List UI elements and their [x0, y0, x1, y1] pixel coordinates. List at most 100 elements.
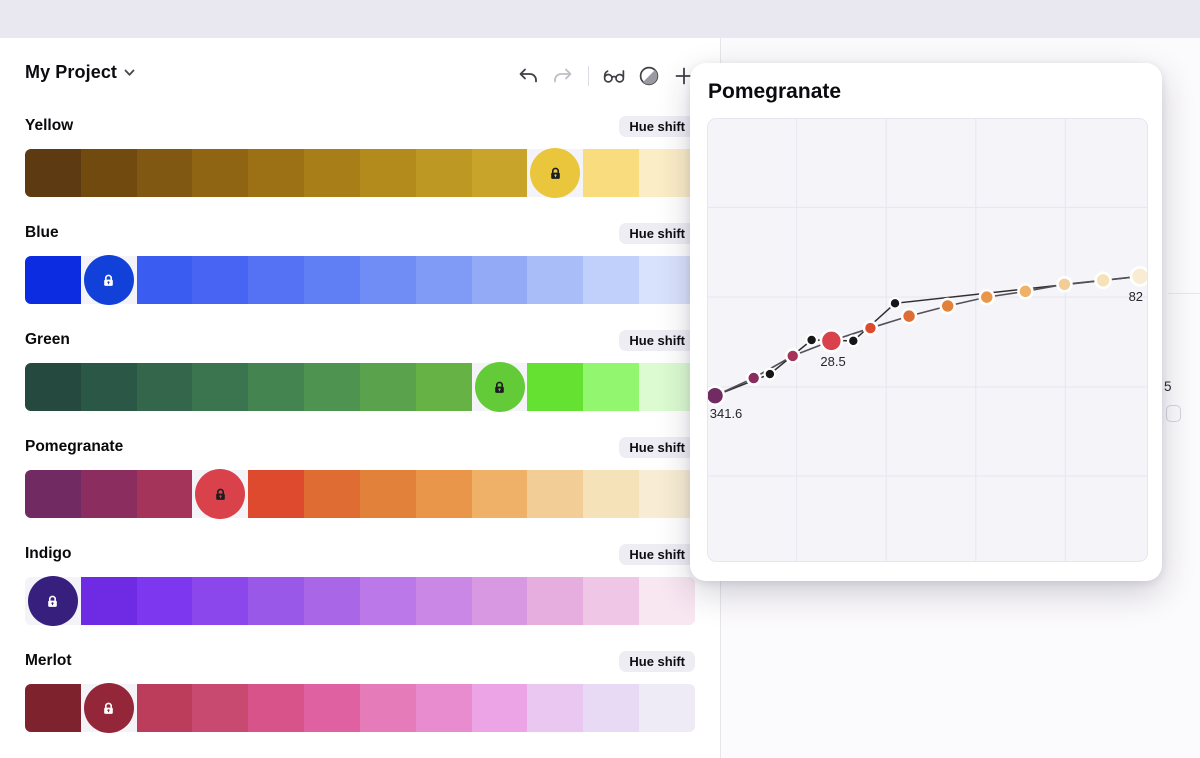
swatch[interactable] [527, 363, 584, 411]
swatch[interactable] [80, 363, 137, 411]
locked-swatch-circle[interactable] [83, 255, 134, 305]
swatch[interactable] [192, 577, 249, 625]
swatch[interactable] [639, 363, 695, 411]
swatch[interactable] [359, 363, 416, 411]
swatch[interactable] [25, 363, 81, 411]
swatch[interactable] [583, 256, 640, 304]
swatch[interactable] [80, 255, 137, 305]
swatch[interactable] [583, 470, 640, 518]
locked-swatch-circle[interactable] [530, 148, 581, 198]
hue-shift-chart[interactable]: 341.6 28.5 82 [707, 118, 1148, 562]
swatch[interactable] [248, 684, 305, 732]
contrast-check-button[interactable] [636, 63, 662, 89]
swatch[interactable] [304, 363, 360, 411]
swatch[interactable] [192, 469, 249, 519]
plus-icon [675, 67, 693, 85]
swatch[interactable] [639, 577, 695, 625]
project-title-button[interactable]: My Project [25, 62, 135, 83]
swatch[interactable] [583, 577, 640, 625]
locked-swatch-circle[interactable] [474, 362, 525, 412]
swatch[interactable] [583, 684, 640, 732]
hue-shift-badge[interactable]: Hue shift [619, 650, 695, 672]
undo-button[interactable] [515, 63, 541, 89]
swatch[interactable] [80, 683, 137, 733]
swatch[interactable] [527, 684, 584, 732]
swatch[interactable] [304, 577, 360, 625]
swatch[interactable] [25, 576, 81, 626]
swatch[interactable] [136, 577, 193, 625]
preview-button[interactable] [601, 63, 627, 89]
swatch[interactable] [192, 149, 249, 197]
swatch[interactable] [25, 470, 81, 518]
swatch[interactable] [471, 149, 528, 197]
swatch-strip [25, 255, 695, 305]
locked-swatch-circle[interactable] [83, 683, 134, 733]
swatch[interactable] [192, 363, 249, 411]
swatch[interactable] [639, 470, 695, 518]
hue-shift-badge[interactable]: Hue shift [619, 436, 695, 458]
swatch[interactable] [527, 577, 584, 625]
hue-shift-badge[interactable]: Hue shift [619, 543, 695, 565]
swatch-strip [25, 683, 695, 733]
swatch[interactable] [471, 684, 528, 732]
swatch[interactable] [415, 684, 472, 732]
swatch[interactable] [639, 256, 695, 304]
redo-icon [554, 68, 572, 83]
swatch[interactable] [136, 256, 193, 304]
swatch[interactable] [25, 149, 81, 197]
swatch[interactable] [304, 149, 360, 197]
swatch[interactable] [527, 256, 584, 304]
swatch[interactable] [248, 256, 305, 304]
swatch[interactable] [136, 470, 193, 518]
swatch[interactable] [639, 684, 695, 732]
swatch[interactable] [248, 470, 305, 518]
swatch[interactable] [359, 577, 416, 625]
swatch[interactable] [136, 684, 193, 732]
swatch[interactable] [583, 363, 640, 411]
swatch[interactable] [583, 149, 640, 197]
hue-shift-badge[interactable]: Hue shift [619, 222, 695, 244]
hue-shift-badge[interactable]: Hue shift [619, 329, 695, 351]
swatch[interactable] [527, 148, 584, 198]
swatch[interactable] [415, 363, 472, 411]
swatch[interactable] [25, 256, 81, 304]
swatch[interactable] [415, 149, 472, 197]
swatch[interactable] [80, 149, 137, 197]
swatch[interactable] [304, 256, 360, 304]
swatch[interactable] [639, 149, 695, 197]
add-color-button[interactable] [671, 63, 697, 89]
swatch[interactable] [471, 256, 528, 304]
swatch[interactable] [359, 470, 416, 518]
locked-swatch-circle[interactable] [195, 469, 246, 519]
swatch[interactable] [415, 256, 472, 304]
swatch[interactable] [192, 256, 249, 304]
swatch[interactable] [527, 470, 584, 518]
swatch[interactable] [304, 684, 360, 732]
swatch[interactable] [471, 362, 528, 412]
swatch[interactable] [359, 684, 416, 732]
swatch[interactable] [25, 684, 81, 732]
swatch[interactable] [304, 470, 360, 518]
swatch[interactable] [248, 149, 305, 197]
swatch[interactable] [136, 149, 193, 197]
swatch[interactable] [248, 363, 305, 411]
panel-header: My Project [25, 62, 695, 92]
swatch[interactable] [415, 470, 472, 518]
swatch[interactable] [192, 684, 249, 732]
swatch[interactable] [248, 577, 305, 625]
swatch[interactable] [80, 470, 137, 518]
redo-button[interactable] [550, 63, 576, 89]
swatch[interactable] [359, 149, 416, 197]
swatch[interactable] [415, 577, 472, 625]
palette-row-merlot: Merlot Hue shift [25, 649, 695, 733]
swatch[interactable] [471, 577, 528, 625]
palette-row-green: Green Hue shift [25, 328, 695, 412]
swatch[interactable] [80, 577, 137, 625]
swatch[interactable] [136, 363, 193, 411]
toolbar-divider [588, 66, 589, 86]
locked-swatch-circle[interactable] [27, 576, 78, 626]
glasses-icon [603, 70, 625, 83]
swatch[interactable] [471, 470, 528, 518]
swatch[interactable] [359, 256, 416, 304]
hue-shift-badge[interactable]: Hue shift [619, 115, 695, 137]
